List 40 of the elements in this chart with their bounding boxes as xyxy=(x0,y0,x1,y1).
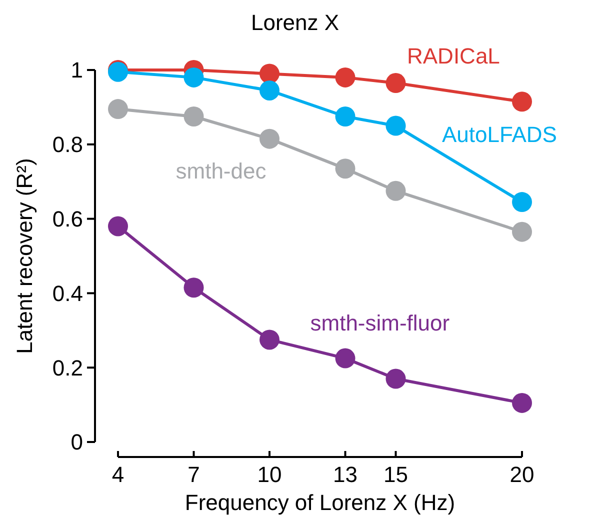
x-tick-label: 15 xyxy=(384,462,408,487)
point xyxy=(184,106,204,126)
series-label: RADICaL xyxy=(407,44,500,69)
point xyxy=(335,158,356,179)
y-axis-title: Latent recovery (R²) xyxy=(12,158,37,354)
y-tick-label: 0.8 xyxy=(52,132,83,158)
x-tick-label: 20 xyxy=(510,462,534,487)
point xyxy=(184,278,204,298)
point xyxy=(386,73,406,94)
series-label: smth-dec xyxy=(176,158,266,184)
x-tick-label: 7 xyxy=(188,462,200,487)
y-tick-label: 0.2 xyxy=(52,355,83,380)
point xyxy=(386,116,406,136)
chart-title: Lorenz X xyxy=(250,10,340,35)
point xyxy=(386,368,406,389)
point xyxy=(260,64,280,84)
point xyxy=(335,106,356,126)
point xyxy=(512,192,532,212)
series-label: smth-sim-fluor xyxy=(310,310,450,336)
x-tick-label: 4 xyxy=(112,462,124,487)
point xyxy=(108,216,128,236)
point xyxy=(335,348,356,368)
point xyxy=(184,67,204,88)
point xyxy=(260,80,280,100)
point xyxy=(335,67,356,88)
point xyxy=(512,92,532,112)
point xyxy=(512,392,532,413)
y-tick-label: 0.4 xyxy=(52,280,83,306)
series-label: AutoLFADS xyxy=(442,122,557,148)
point xyxy=(512,222,532,242)
y-tick-label: 0.6 xyxy=(52,206,83,232)
x-axis-title: Frequency of Lorenz X (Hz) xyxy=(184,490,456,515)
x-tick-label: 10 xyxy=(257,462,282,487)
x-tick-label: 13 xyxy=(333,462,358,487)
y-tick-label: 1 xyxy=(70,58,83,83)
point xyxy=(260,128,280,149)
point xyxy=(386,180,406,201)
point xyxy=(108,99,128,120)
point xyxy=(260,330,280,350)
y-tick-label: 0 xyxy=(70,430,83,455)
